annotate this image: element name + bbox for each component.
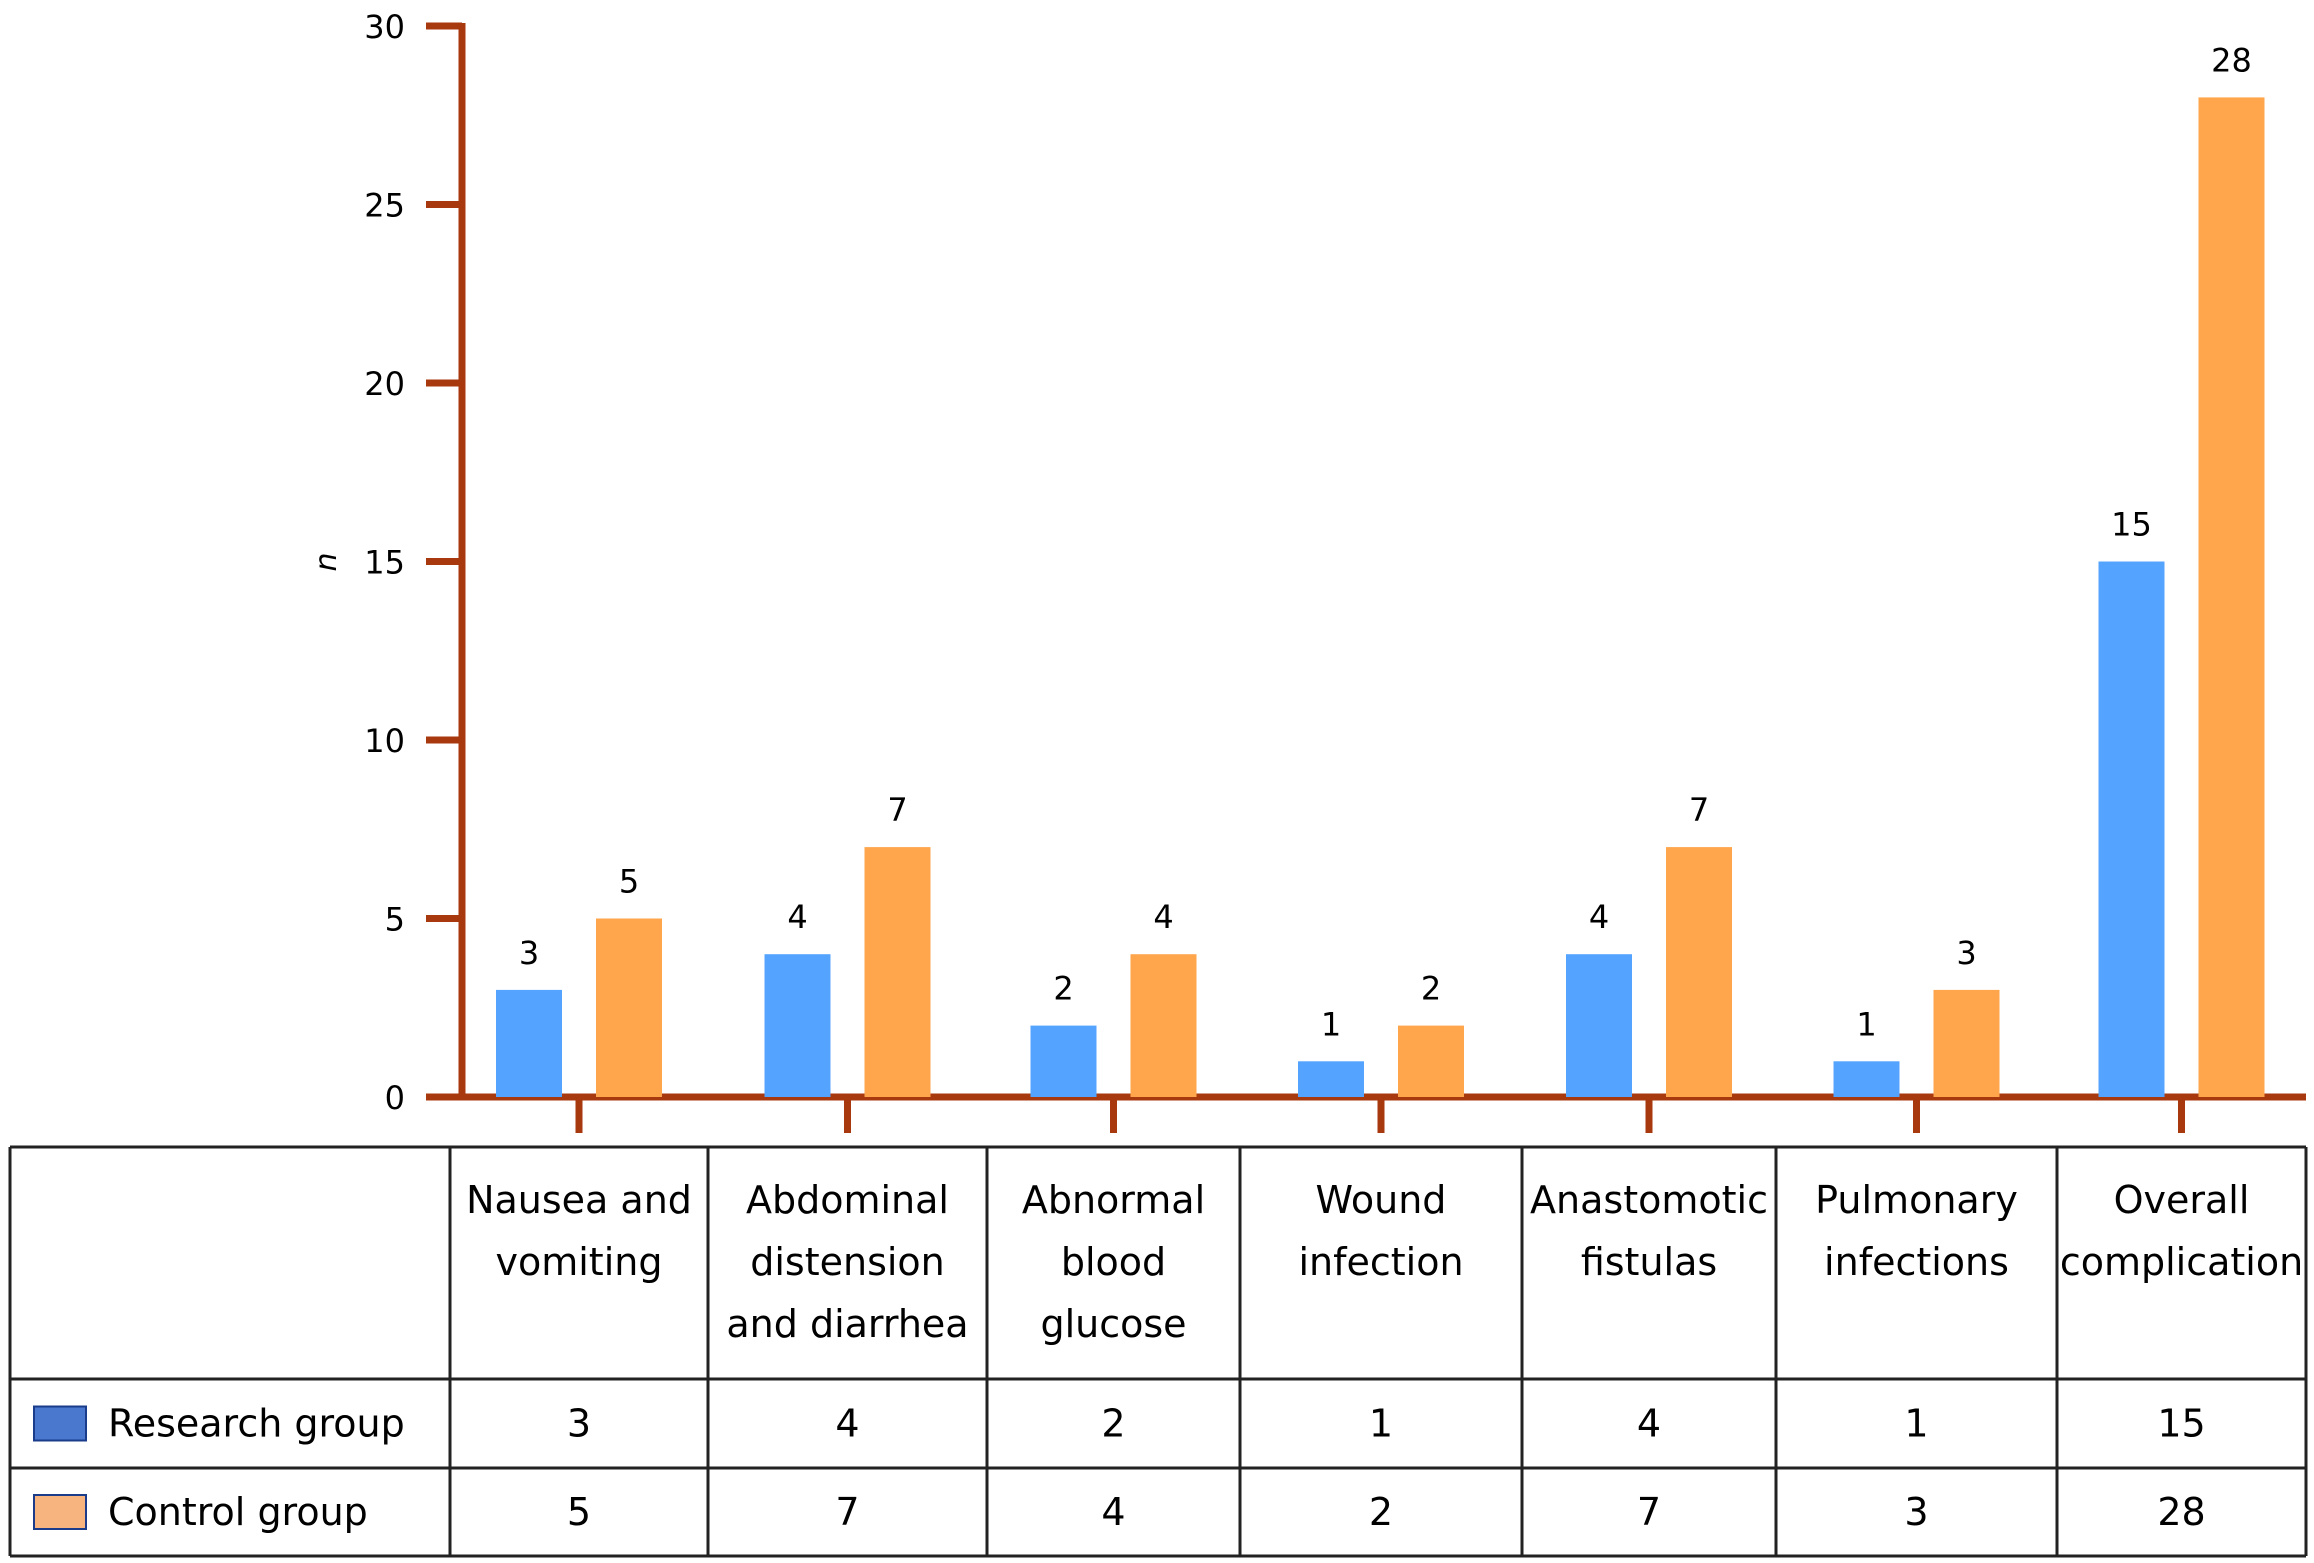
category-label: fistulas <box>1581 1240 1717 1284</box>
control-bar <box>864 847 931 1097</box>
table-cell: 2 <box>1369 1490 1393 1534</box>
legend-swatch <box>33 1494 87 1530</box>
category-label: glucose <box>1040 1302 1186 1346</box>
category-label: blood <box>1061 1240 1166 1284</box>
data-label: 7 <box>1689 791 1709 829</box>
category-label: infection <box>1298 1240 1463 1284</box>
research-bar <box>764 954 831 1097</box>
data-label: 4 <box>787 898 807 936</box>
table-cell: 28 <box>2157 1490 2205 1534</box>
y-tick-label: 30 <box>364 8 405 46</box>
research-bar <box>2098 561 2165 1097</box>
chart-bars <box>496 97 2265 1097</box>
y-tick-label: 5 <box>385 901 405 939</box>
legend-swatch <box>33 1405 87 1442</box>
category-label: Abnormal <box>1022 1178 1205 1222</box>
category-label: Overall <box>2114 1178 2250 1222</box>
data-label: 28 <box>2211 41 2252 79</box>
table-cell: 1 <box>1369 1402 1393 1446</box>
category-label: Nausea and <box>466 1178 692 1222</box>
y-tick-label: 25 <box>364 187 405 225</box>
data-label: 2 <box>1421 970 1441 1008</box>
category-label: Wound <box>1316 1178 1447 1222</box>
data-label: 1 <box>1321 1005 1341 1043</box>
data-label: 15 <box>2111 506 2152 544</box>
chart-data-labels: 3 4 2 1 4 1 15 5 7 4 2 7 3 28 <box>519 41 2252 1043</box>
category-label: infections <box>1824 1240 2009 1284</box>
table-cell: 4 <box>1101 1490 1125 1534</box>
table-cell: 7 <box>835 1490 859 1534</box>
control-bar <box>596 918 662 1097</box>
control-bar <box>1933 989 2000 1097</box>
table-cell: 5 <box>567 1490 591 1534</box>
data-label: 7 <box>887 791 907 829</box>
research-bar <box>1566 954 1632 1097</box>
category-label: Anastomotic <box>1530 1178 1768 1222</box>
legend-label: Research group <box>108 1402 405 1446</box>
table-cell: 4 <box>835 1402 859 1446</box>
data-label: 2 <box>1053 970 1073 1008</box>
research-bar <box>1298 1061 1364 1097</box>
table-cell: 3 <box>1904 1490 1928 1534</box>
data-label: 4 <box>1153 898 1173 936</box>
data-table: Nausea and vomiting Abdominal distension and… <box>8 1145 2308 1558</box>
control-bar <box>1130 954 1197 1097</box>
data-label: 3 <box>1956 934 1976 972</box>
research-bar <box>496 989 562 1097</box>
legend-label: Control group <box>108 1490 368 1534</box>
data-label: 5 <box>619 863 639 901</box>
y-axis-label: n <box>309 552 344 571</box>
category-label: complication <box>2060 1240 2303 1284</box>
y-tick-label: 15 <box>364 544 405 582</box>
data-label: 1 <box>1856 1005 1876 1043</box>
control-bar <box>1398 1025 1464 1097</box>
control-bar <box>2198 97 2265 1097</box>
table-cell: 4 <box>1637 1402 1661 1446</box>
category-label: vomiting <box>496 1240 663 1284</box>
research-bar <box>1833 1061 1900 1097</box>
data-label: 4 <box>1589 898 1609 936</box>
y-tick-label: 0 <box>385 1079 405 1117</box>
category-label: and diarrhea <box>726 1302 968 1346</box>
data-label: 3 <box>519 934 539 972</box>
category-label: Pulmonary <box>1815 1178 2018 1222</box>
table-cell: 15 <box>2157 1402 2205 1446</box>
control-bar <box>1666 847 1732 1097</box>
research-bar <box>1030 1025 1097 1097</box>
table-cell: 7 <box>1637 1490 1661 1534</box>
table-cell: 1 <box>1904 1402 1928 1446</box>
y-tick-label: 10 <box>364 722 405 760</box>
category-label: distension <box>750 1240 945 1284</box>
table-cell: 3 <box>567 1402 591 1446</box>
table-cell: 2 <box>1101 1402 1125 1446</box>
category-label: Abdominal <box>746 1178 949 1222</box>
y-tick-label: 20 <box>364 365 405 403</box>
